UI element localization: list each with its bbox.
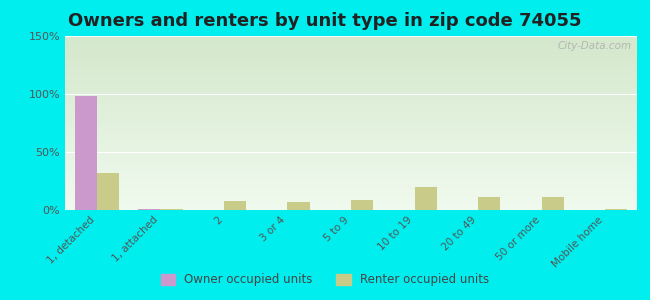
Bar: [138, 209, 161, 210]
Text: City-Data.com: City-Data.com: [557, 41, 631, 51]
Bar: [97, 173, 119, 210]
Bar: [161, 209, 183, 210]
Bar: [224, 201, 246, 210]
Legend: Owner occupied units, Renter occupied units: Owner occupied units, Renter occupied un…: [156, 269, 494, 291]
Bar: [415, 187, 437, 210]
Bar: [287, 202, 309, 210]
Bar: [75, 96, 97, 210]
Bar: [541, 197, 564, 210]
Bar: [478, 197, 500, 210]
Text: Owners and renters by unit type in zip code 74055: Owners and renters by unit type in zip c…: [68, 12, 582, 30]
Bar: [351, 200, 373, 210]
Bar: [605, 209, 627, 210]
